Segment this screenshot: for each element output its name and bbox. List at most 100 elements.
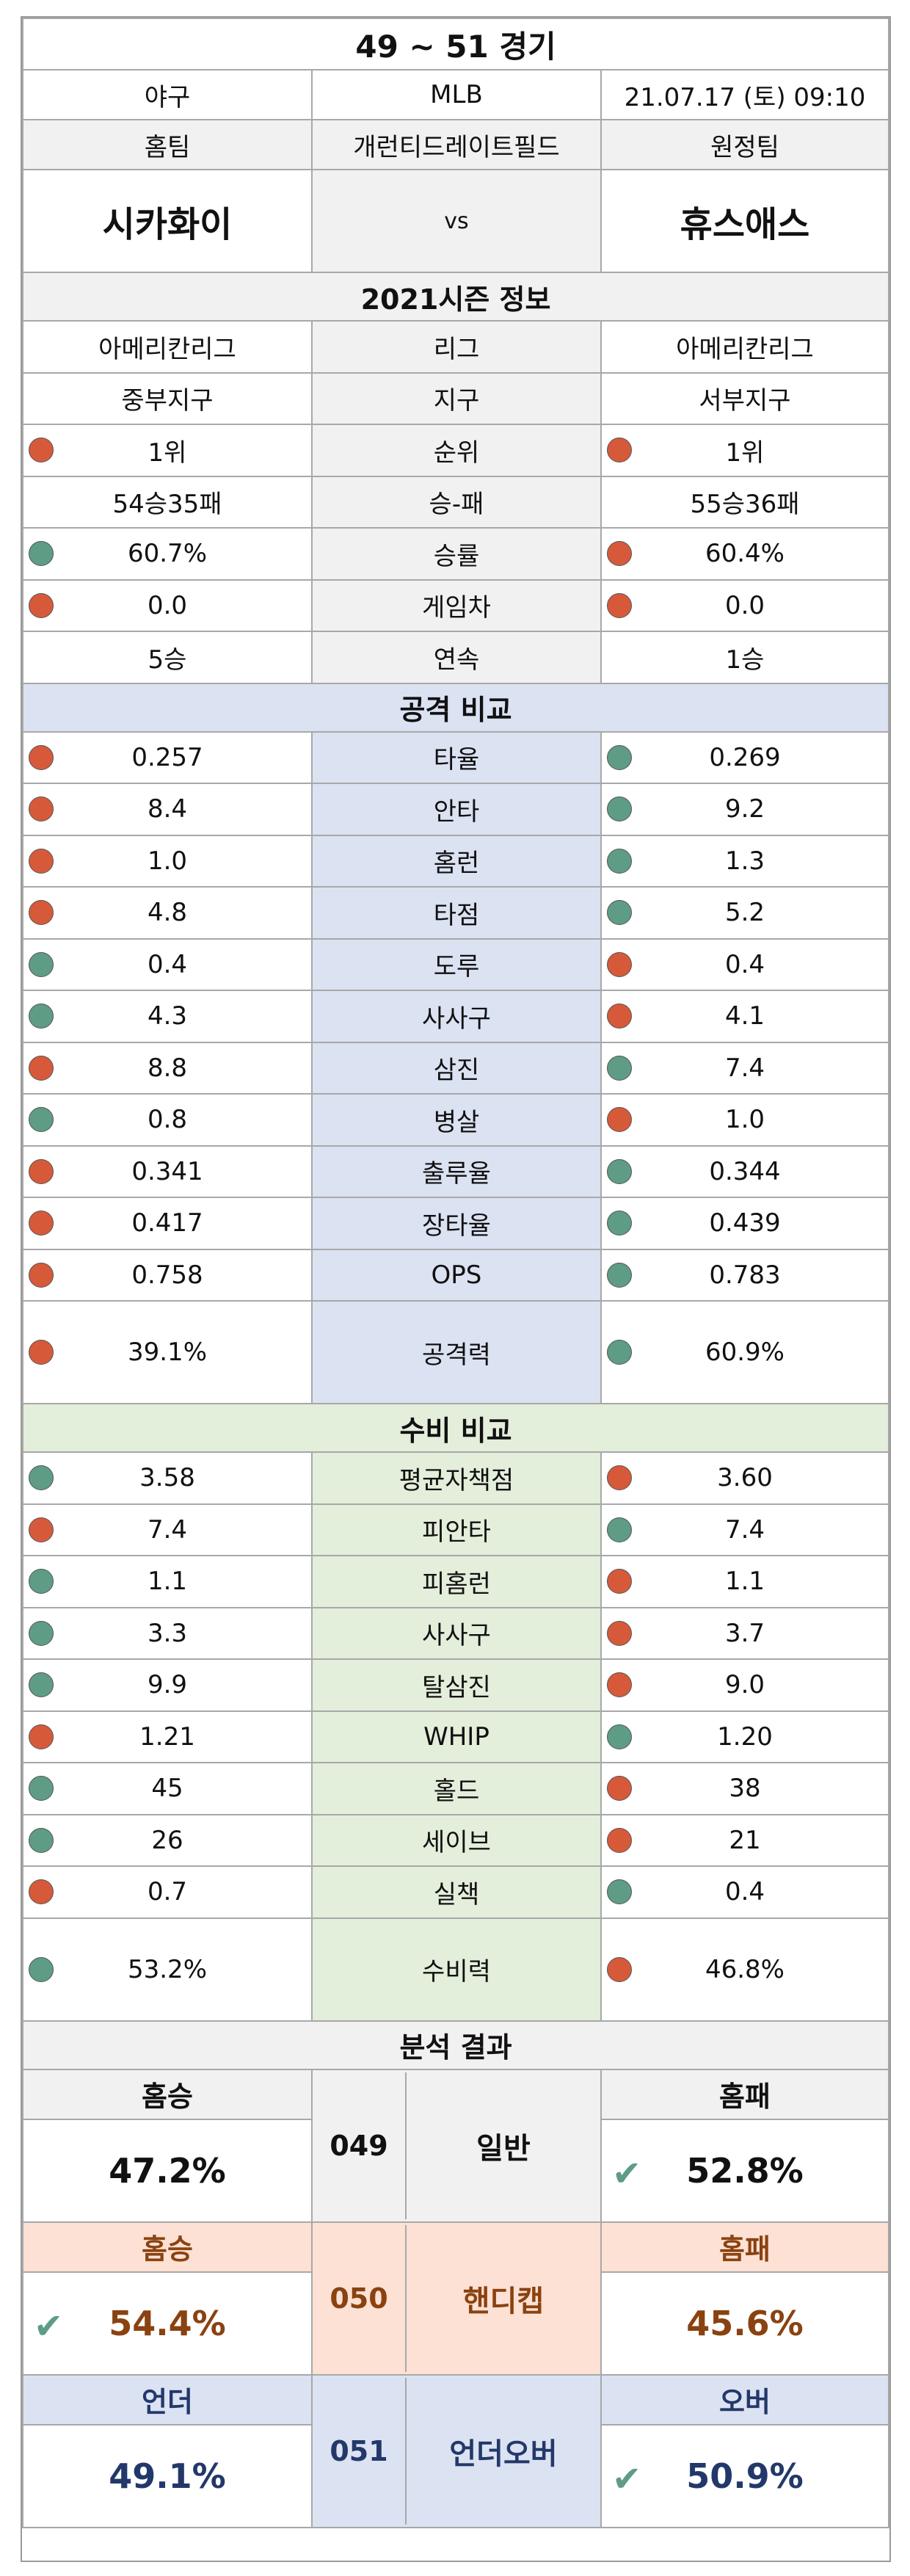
right-result-cell: ✔ 52.8% — [600, 2118, 890, 2223]
right-probability: 52.8% — [686, 2150, 804, 2191]
season-row: 5승 연속 1승 — [22, 631, 890, 684]
left-probability: 49.1% — [109, 2456, 226, 2496]
away-value-cell: 9.2 — [600, 783, 890, 836]
attack-row: 0.758 OPS 0.783 — [22, 1248, 890, 1302]
away-value: 9.0 — [724, 1670, 765, 1700]
away-value: 서부지구 — [699, 386, 791, 416]
vs-label: vs — [310, 169, 602, 273]
away-value-cell: 60.9% — [600, 1300, 890, 1404]
left-result-head: 홈승 — [22, 2068, 313, 2120]
green-dot-icon — [606, 1211, 632, 1236]
bet-type-cell: 051 언더오버 — [310, 2373, 602, 2528]
red-dot-icon — [29, 1340, 54, 1365]
home-value: 5승 — [148, 645, 187, 675]
stat-label: 평균자책점 — [310, 1451, 602, 1505]
away-value: 1.3 — [724, 846, 765, 876]
home-value: 3.58 — [139, 1463, 195, 1493]
away-value: 0.4 — [724, 1877, 765, 1907]
red-dot-icon — [606, 1620, 632, 1646]
away-value-cell: 0.4 — [600, 937, 890, 991]
away-value: 1.1 — [724, 1567, 765, 1597]
red-dot-icon — [29, 1158, 54, 1184]
red-dot-icon — [29, 1055, 54, 1081]
season-row: 0.0 게임차 0.0 — [22, 578, 890, 632]
home-value: 0.341 — [131, 1156, 203, 1186]
red-dot-icon — [29, 1879, 54, 1905]
home-value-cell: 53.2% — [22, 1917, 313, 2022]
right-probability: 50.9% — [686, 2456, 804, 2496]
stat-label: WHIP — [310, 1710, 602, 1763]
home-value-cell: 4.3 — [22, 990, 313, 1043]
green-dot-icon — [606, 1055, 632, 1081]
red-dot-icon — [29, 438, 54, 463]
defense-row: 53.2% 수비력 46.8% — [22, 1917, 890, 2022]
away-value-cell: 아메리칸리그 — [600, 320, 890, 374]
stat-label: 출루율 — [310, 1144, 602, 1198]
red-dot-icon — [29, 1517, 54, 1542]
away-value-cell: 0.4 — [600, 1865, 890, 1919]
home-value: 54승35패 — [112, 490, 222, 520]
home-value-cell: 26 — [22, 1813, 313, 1867]
home-value: 26 — [151, 1825, 183, 1855]
right-result-head: 오버 — [600, 2373, 890, 2426]
away-value: 3.7 — [724, 1618, 765, 1648]
stat-label: 승률 — [310, 527, 602, 581]
left-result-head: 언더 — [22, 2373, 313, 2426]
defense-row: 0.7 실책 0.4 — [22, 1865, 890, 1919]
away-label: 원정팀 — [600, 119, 890, 170]
defense-section-title: 수비 비교 — [22, 1403, 889, 1453]
home-value-cell: 1위 — [22, 424, 313, 477]
home-value-cell: 45 — [22, 1762, 313, 1815]
stat-label: 게임차 — [310, 578, 602, 632]
home-value-cell: 39.1% — [22, 1300, 313, 1404]
away-value: 아메리칸리그 — [676, 334, 814, 364]
away-value: 0.4 — [724, 949, 765, 979]
green-dot-icon — [606, 1340, 632, 1365]
home-value-cell: 7.4 — [22, 1503, 313, 1556]
stat-label: 사사구 — [310, 1606, 602, 1660]
home-value-cell: 0.257 — [22, 730, 313, 784]
away-team-name: 휴스애스 — [600, 169, 890, 273]
red-dot-icon — [606, 1004, 632, 1029]
analysis-table: 49 ~ 51 경기 야구 MLB 21.07.17 (토) 09:10 홈팀 … — [22, 18, 890, 2528]
red-dot-icon — [29, 848, 54, 874]
stat-label: 타점 — [310, 886, 602, 940]
away-value-cell: 1.0 — [600, 1093, 890, 1147]
stat-label: 타율 — [310, 730, 602, 784]
stat-label: 안타 — [310, 783, 602, 836]
red-dot-icon — [606, 438, 632, 463]
home-value-cell: 0.8 — [22, 1093, 313, 1147]
away-value: 60.9% — [705, 1338, 785, 1367]
away-value: 1승 — [725, 645, 765, 675]
home-value-cell: 3.58 — [22, 1451, 313, 1505]
away-value: 4.1 — [724, 1001, 765, 1031]
defense-row: 3.3 사사구 3.7 — [22, 1606, 890, 1660]
away-value-cell: 46.8% — [600, 1917, 890, 2022]
defense-row: 7.4 피안타 7.4 — [22, 1503, 890, 1556]
season-row: 중부지구 지구 서부지구 — [22, 371, 890, 425]
stat-label: 장타율 — [310, 1197, 602, 1250]
left-probability: 54.4% — [109, 2303, 226, 2343]
away-value-cell: 0.344 — [600, 1144, 890, 1198]
red-dot-icon — [606, 1672, 632, 1698]
check-icon: ✔ — [611, 2458, 642, 2500]
left-result-cell: 47.2% — [22, 2118, 313, 2223]
game-code: 050 — [313, 2224, 407, 2372]
analysis-section-title: 분석 결과 — [22, 2020, 889, 2070]
home-value: 8.4 — [147, 794, 188, 824]
red-dot-icon — [606, 1569, 632, 1594]
green-dot-icon — [606, 900, 632, 926]
away-value-cell: 0.0 — [600, 578, 890, 632]
green-dot-icon — [29, 1107, 54, 1133]
venue-cell: 개런티드레이트필드 — [310, 119, 602, 170]
stat-label: 피안타 — [310, 1503, 602, 1556]
sport-cell: 야구 — [22, 69, 313, 120]
home-value-cell: 0.417 — [22, 1197, 313, 1250]
home-value-cell: 60.7% — [22, 527, 313, 581]
stat-label: 실책 — [310, 1865, 602, 1919]
stat-label: 병살 — [310, 1093, 602, 1147]
game-code: 051 — [313, 2377, 407, 2525]
right-result-head: 홈패 — [600, 2068, 890, 2120]
away-value-cell: 서부지구 — [600, 371, 890, 425]
home-value: 1위 — [148, 438, 187, 468]
